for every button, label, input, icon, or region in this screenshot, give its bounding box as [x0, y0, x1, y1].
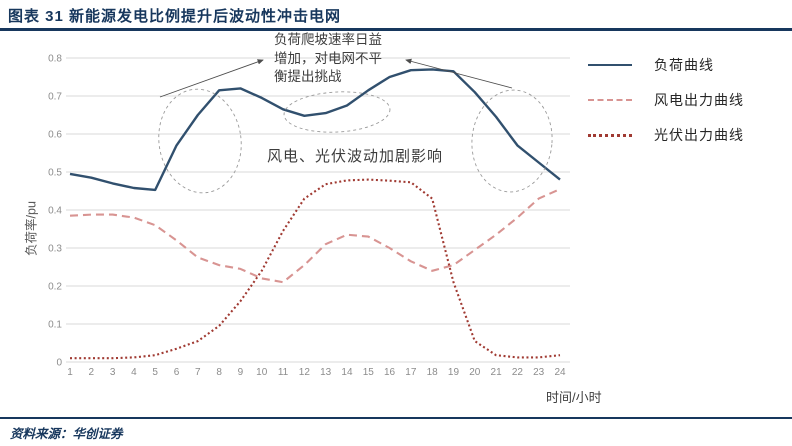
x-axis-tick-labels: 1 2 3 4 5 6 7 8 9 10 11 12 13 14 15 16 17 18 19 20 21 22 23 24	[67, 367, 566, 378]
y-tick-label: 0.4	[48, 206, 62, 217]
y-axis-title: 负荷率/pu	[24, 201, 39, 256]
y-tick-label: 0.3	[48, 244, 62, 255]
legend-item-pv: 光伏出力曲线	[588, 125, 744, 145]
legend-label-load: 负荷曲线	[654, 57, 714, 73]
source-note: 资料来源：华创证券	[10, 426, 123, 441]
y-tick-label: 0.6	[48, 130, 62, 141]
x-tick-label: 16	[384, 367, 396, 378]
x-tick-label: 10	[256, 367, 268, 378]
x-tick-label: 12	[299, 367, 311, 378]
page-title: 图表 31 新能源发电比例提升后波动性冲击电网	[8, 8, 342, 25]
legend-label-pv: 光伏出力曲线	[654, 127, 744, 143]
highlight-ellipse	[283, 91, 391, 133]
footer-rule	[0, 417, 792, 419]
x-tick-label: 22	[512, 367, 524, 378]
x-tick-label: 3	[110, 367, 116, 378]
x-tick-label: 4	[131, 367, 137, 378]
annotation-load-ramp-note: 负荷爬坡速率日益 增加，对电网不平 衡提出挑战	[274, 32, 382, 84]
x-tick-label: 15	[363, 367, 375, 378]
x-tick-label: 5	[152, 367, 158, 378]
x-tick-label: 17	[405, 367, 417, 378]
x-tick-label: 11	[278, 367, 289, 378]
x-tick-label: 19	[448, 367, 460, 378]
legend-item-wind: 风电出力曲线	[588, 90, 744, 110]
x-tick-label: 24	[554, 367, 566, 378]
annotation-fluctuation-note: 风电、光伏波动加剧影响	[267, 148, 444, 165]
y-tick-label: 0.2	[48, 282, 62, 293]
y-tick-label: 0.7	[48, 92, 62, 103]
pv-curve-line	[70, 178, 561, 360]
x-tick-label: 23	[533, 367, 545, 378]
x-tick-label: 7	[195, 367, 201, 378]
y-axis-tick-labels: 0 0.1 0.2 0.3 0.4 0.5 0.6 0.7 0.8	[48, 54, 62, 369]
x-tick-label: 20	[469, 367, 481, 378]
highlight-ellipse	[158, 88, 242, 194]
legend-item-load: 负荷曲线	[588, 55, 714, 75]
load-line-swatch-icon	[588, 64, 632, 66]
wind-curve-line	[69, 188, 561, 284]
y-tick-label: 0.8	[48, 54, 62, 65]
x-tick-label: 13	[320, 367, 332, 378]
pv-line-swatch-icon	[588, 133, 632, 137]
y-tick-label: 0	[56, 358, 62, 369]
wind-line-swatch-icon	[588, 99, 632, 101]
data-curves	[69, 68, 561, 360]
y-tick-label: 0.5	[48, 168, 62, 179]
x-tick-label: 14	[341, 367, 353, 378]
y-tick-label: 0.1	[48, 320, 62, 331]
x-tick-label: 2	[89, 367, 95, 378]
load-curve-line	[69, 68, 561, 192]
title-rule	[0, 28, 792, 31]
x-tick-label: 21	[491, 367, 503, 378]
legend-label-wind: 风电出力曲线	[654, 92, 744, 108]
x-tick-label: 6	[174, 367, 180, 378]
highlight-ellipse	[471, 89, 553, 193]
chart-annotations	[158, 58, 553, 194]
x-tick-label: 8	[216, 367, 222, 378]
x-tick-label: 1	[67, 367, 73, 378]
x-tick-label: 18	[427, 367, 439, 378]
x-axis-title: 时间/小时	[546, 390, 602, 405]
annotation-arrow	[159, 59, 264, 98]
annotation-arrow	[405, 58, 513, 89]
gridlines	[66, 57, 570, 363]
x-tick-label: 9	[238, 367, 244, 378]
